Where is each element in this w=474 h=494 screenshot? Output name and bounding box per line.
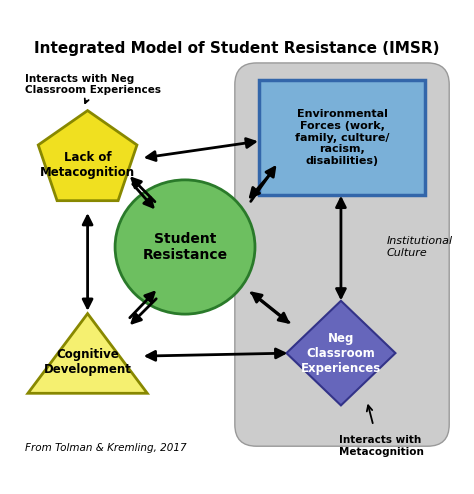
Polygon shape bbox=[28, 314, 147, 393]
Text: Student
Resistance: Student Resistance bbox=[143, 232, 228, 262]
FancyBboxPatch shape bbox=[259, 80, 425, 195]
Polygon shape bbox=[286, 301, 395, 406]
Text: Cognitive
Development: Cognitive Development bbox=[44, 348, 131, 376]
Ellipse shape bbox=[115, 180, 255, 314]
Text: Neg
Classroom
Experiences: Neg Classroom Experiences bbox=[301, 331, 381, 374]
Text: Institutional
Culture: Institutional Culture bbox=[386, 236, 453, 258]
Text: Integrated Model of Student Resistance (IMSR): Integrated Model of Student Resistance (… bbox=[34, 41, 440, 56]
Text: Lack of
Metacognition: Lack of Metacognition bbox=[40, 151, 135, 179]
Text: Environmental
Forces (work,
family, culture/
racism,
disabilities): Environmental Forces (work, family, cult… bbox=[295, 110, 389, 166]
Text: Interacts with Neg
Classroom Experiences: Interacts with Neg Classroom Experiences bbox=[25, 74, 161, 103]
Text: From Tolman & Kremling, 2017: From Tolman & Kremling, 2017 bbox=[25, 443, 186, 453]
Text: Interacts with
Metacognition: Interacts with Metacognition bbox=[339, 435, 424, 457]
Polygon shape bbox=[38, 111, 137, 201]
FancyBboxPatch shape bbox=[235, 63, 449, 446]
